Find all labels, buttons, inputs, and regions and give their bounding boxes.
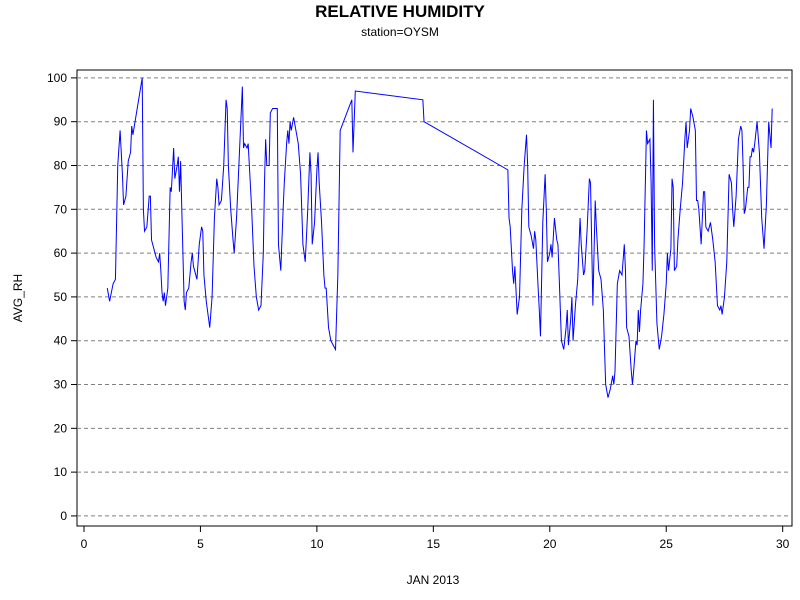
y-tick-label: 30 [54,378,68,392]
y-tick-label: 60 [54,246,68,260]
x-tick-label: 20 [543,537,557,551]
y-tick-label: 100 [47,71,67,85]
y-tick-label: 90 [54,115,68,129]
y-tick-label: 50 [54,290,68,304]
chart-title: RELATIVE HUMIDITY [315,2,485,21]
plot-frame [76,69,793,527]
y-tick-label: 10 [54,465,68,479]
y-tick-label: 80 [54,158,68,172]
x-tick-label: 5 [197,537,204,551]
x-tick-label: 25 [660,537,674,551]
y-tick-label: 20 [54,421,68,435]
chart-subtitle: station=OYSM [361,25,439,39]
x-tick-label: 15 [427,537,441,551]
y-axis-label: AVG_RH [11,274,25,322]
y-tick-label: 70 [54,202,68,216]
y-tick-label: 0 [60,509,67,523]
x-tick-label: 30 [776,537,790,551]
data-line [106,77,773,398]
x-tick-label: 0 [81,537,88,551]
y-tick-label: 40 [54,334,68,348]
x-tick-label: 10 [310,537,324,551]
x-axis-label: JAN 2013 [407,573,460,587]
